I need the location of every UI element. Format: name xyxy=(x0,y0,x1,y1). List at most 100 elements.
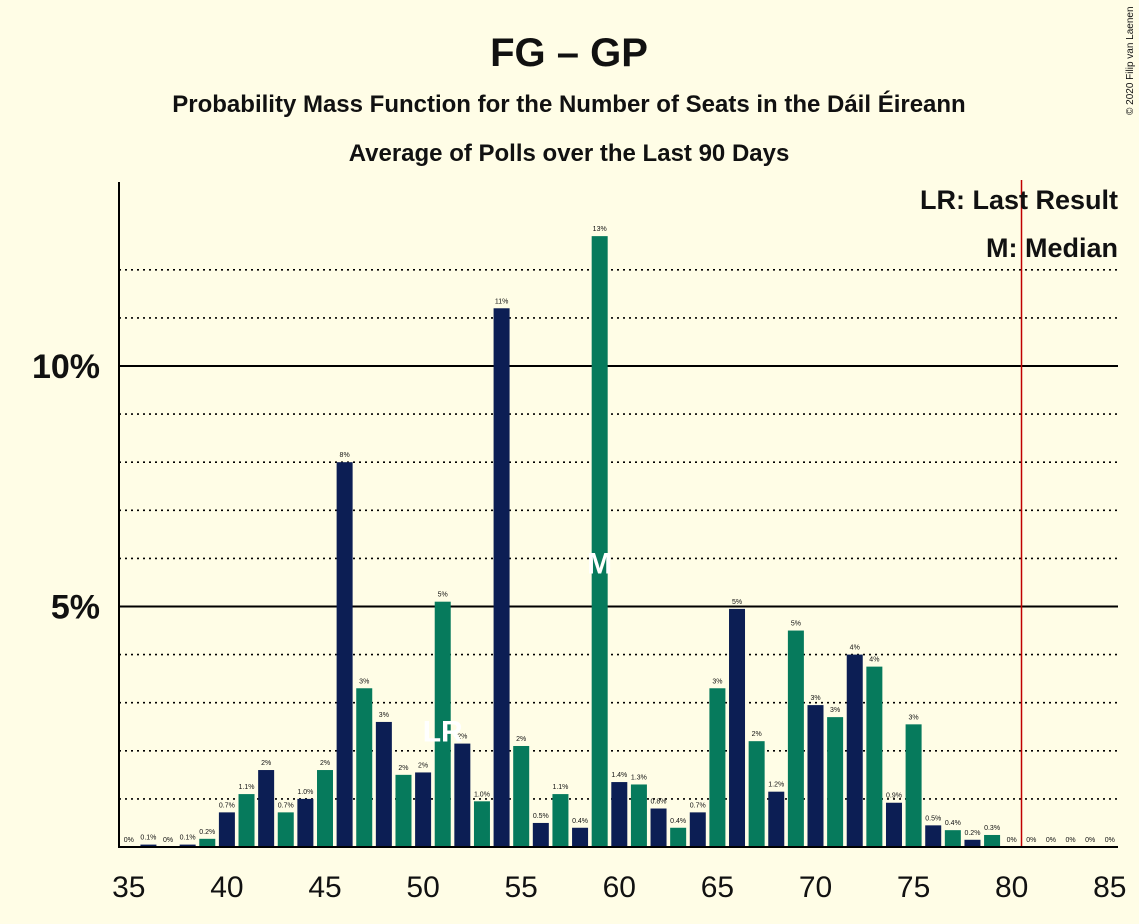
data-label-seat-37: 0% xyxy=(163,837,173,844)
data-label-seat-48: 3% xyxy=(379,712,389,719)
data-label-seat-80: 0% xyxy=(1007,837,1017,844)
bar-seat-54 xyxy=(493,308,510,847)
data-labels: 0.1%0% 0% 0.1%0.2%0.7%1.1%2%0.7%1.0%2%8%3%… xyxy=(124,226,1115,844)
chart-subtitle-period: Average of Polls over the Last 90 Days xyxy=(349,140,790,167)
bar-seat-77 xyxy=(944,830,961,847)
data-label-seat-78: 0.2% xyxy=(964,830,980,837)
data-label-seat-65: 3% xyxy=(712,678,722,685)
bar-seat-58 xyxy=(572,827,589,847)
data-label-seat-83: 0% xyxy=(1065,837,1075,844)
bar-seat-59 xyxy=(591,236,608,847)
data-label-seat-71: 3% xyxy=(830,707,840,714)
bar-seat-72 xyxy=(846,654,863,847)
x-tick-label: 65 xyxy=(701,871,734,904)
data-label-seat-44: 1.0% xyxy=(297,789,313,796)
data-label-seat-56: 0.5% xyxy=(533,813,549,820)
data-label-seat-79: 0.3% xyxy=(984,825,1000,832)
data-label-seat-57: 1.1% xyxy=(552,784,568,791)
gridlines xyxy=(119,268,1118,800)
data-label-seat-77: 0.4% xyxy=(945,820,961,827)
data-label-seat-62: 0.8% xyxy=(651,799,667,806)
bar-seat-41 xyxy=(238,794,255,847)
bar-seat-51 xyxy=(434,601,451,847)
data-label-seat-68: 1.2% xyxy=(768,782,784,789)
data-label-seat-69: 5% xyxy=(791,621,801,628)
bar-seat-65 xyxy=(709,688,726,847)
legend-last-result: LR: Last Result xyxy=(920,185,1118,215)
bar-seat-55 xyxy=(513,745,530,847)
bar-seat-43 xyxy=(277,812,294,847)
bar-seat-49 xyxy=(395,774,412,847)
data-label-seat-85: 0% xyxy=(1105,837,1115,844)
bar-seat-45 xyxy=(317,770,333,847)
data-label-seat-47: 3% xyxy=(359,678,369,685)
data-label-seat-36: 0.1% xyxy=(140,835,156,842)
bar-seat-70 xyxy=(807,705,824,847)
bar-seat-62 xyxy=(650,808,667,847)
x-tick-label: 75 xyxy=(897,871,930,904)
bar-seat-44 xyxy=(297,798,314,847)
bar-seat-63 xyxy=(670,827,687,847)
data-label-seat-49: 2% xyxy=(398,765,408,772)
data-label-seat-60: 1.4% xyxy=(611,772,627,779)
bar-seat-66 xyxy=(729,608,746,847)
data-label-seat-52: 2% xyxy=(457,734,467,741)
bar-seat-57 xyxy=(552,794,569,847)
data-label-seat-43: 0.7% xyxy=(278,802,294,809)
data-label-seat-58: 0.4% xyxy=(572,818,588,825)
bar-seat-53 xyxy=(473,801,490,847)
bar-seat-50 xyxy=(415,772,432,847)
data-label-seat-38: 0.1% xyxy=(180,835,196,842)
bar-seat-39 xyxy=(199,838,216,847)
bar-seat-74 xyxy=(885,802,902,847)
x-tick-label: 35 xyxy=(112,871,145,904)
data-label-seat-54: 11% xyxy=(495,298,509,305)
data-label-seat-75: 3% xyxy=(909,714,919,721)
data-label-seat-35: 0% xyxy=(124,837,134,844)
bars xyxy=(140,236,1001,847)
legend-median: M: Median xyxy=(986,233,1118,263)
bar-seat-47 xyxy=(356,688,373,847)
data-label-seat-55: 2% xyxy=(516,736,526,743)
bar-seat-76 xyxy=(925,825,942,847)
bar-seat-67 xyxy=(748,741,765,847)
data-label-seat-42: 2% xyxy=(261,760,271,767)
x-tick-label: 40 xyxy=(210,871,243,904)
x-tick-label: 85 xyxy=(1093,871,1126,904)
data-label-seat-66: 5% xyxy=(732,599,742,606)
data-label-seat-73: 4% xyxy=(869,657,879,664)
bar-seat-79 xyxy=(984,834,1001,847)
x-tick-label: 80 xyxy=(995,871,1028,904)
bar-seat-56 xyxy=(532,822,549,847)
data-label-seat-74: 0.9% xyxy=(886,793,902,800)
bar-seat-36 xyxy=(140,844,157,847)
y-tick-label: 10% xyxy=(32,348,100,386)
data-label-seat-70: 3% xyxy=(810,695,820,702)
bar-seat-69 xyxy=(787,630,804,847)
bar-seat-42 xyxy=(258,770,275,847)
data-label-seat-39: 0.2% xyxy=(199,829,215,836)
bar-seat-64 xyxy=(689,812,706,847)
bar-seat-75 xyxy=(905,724,922,847)
data-label-seat-53: 1.0% xyxy=(474,791,490,798)
data-label-seat-84: 0% xyxy=(1085,837,1095,844)
bar-seat-48 xyxy=(375,721,392,847)
y-tick-label: 5% xyxy=(51,589,100,627)
bar-seat-68 xyxy=(768,791,785,847)
marker-overlay: LR M xyxy=(423,180,1023,847)
x-tick-label: 45 xyxy=(308,871,341,904)
data-label-seat-46: 8% xyxy=(340,452,350,459)
x-tick-label: 70 xyxy=(799,871,832,904)
x-tick-label: 50 xyxy=(406,871,439,904)
bar-seat-61 xyxy=(630,784,647,847)
x-tick-label: 60 xyxy=(603,871,636,904)
data-label-seat-72: 4% xyxy=(850,645,860,652)
data-label-seat-40: 0.7% xyxy=(219,802,235,809)
data-label-seat-67: 2% xyxy=(752,731,762,738)
data-label-seat-50: 2% xyxy=(418,762,428,769)
data-label-seat-82: 0% xyxy=(1046,837,1056,844)
bar-seat-52 xyxy=(454,743,471,847)
chart-title: FG – GP xyxy=(490,31,648,75)
bar-seat-60 xyxy=(611,782,628,847)
